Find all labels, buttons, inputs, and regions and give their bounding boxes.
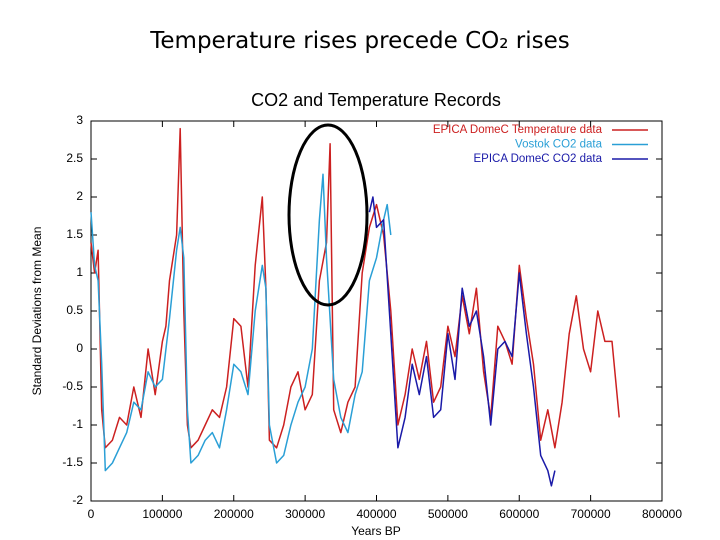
x-tick-label: 500000 xyxy=(428,507,468,521)
data-line xyxy=(368,196,556,487)
y-tick-label: 2 xyxy=(76,189,83,203)
legend-label: EPICA DomeC Temperature data xyxy=(433,124,603,136)
y-tick-label: 1.5 xyxy=(66,227,83,241)
data-line xyxy=(90,173,392,472)
legend-label: Vostok CO2 data xyxy=(515,139,603,151)
y-tick-label: -2 xyxy=(72,493,83,507)
x-tick-label: 0 xyxy=(88,507,95,521)
x-tick-label: 600000 xyxy=(499,507,539,521)
y-tick-label: 3 xyxy=(76,113,83,127)
x-tick-label: 800000 xyxy=(642,507,682,521)
x-tick-label: 200000 xyxy=(214,507,254,521)
data-line xyxy=(90,127,620,449)
chart-title: CO2 and Temperature Records xyxy=(251,90,501,110)
y-tick-label: 0.5 xyxy=(66,303,83,317)
y-axis-label: Standard Deviations from Mean xyxy=(30,227,44,396)
plot-frame xyxy=(90,120,663,502)
legend-label: EPICA DomeC CO2 data xyxy=(474,153,603,165)
x-axis-label: Years BP xyxy=(351,524,401,538)
x-tick-label: 400000 xyxy=(356,507,396,521)
y-tick-label: 0 xyxy=(76,341,83,355)
y-tick-label: -1.5 xyxy=(62,455,83,469)
y-tick-label: -1 xyxy=(72,417,83,431)
plot-area: -2 -1.5 -1 -0.5 0 0.5 1 1.5 2 2.5 3 0 100000 200000 30… xyxy=(62,113,682,521)
y-tick-label: 1 xyxy=(76,265,83,279)
y-tick-label: -0.5 xyxy=(62,379,83,393)
x-tick-label: 100000 xyxy=(142,507,182,521)
x-tick-label: 700000 xyxy=(571,507,611,521)
slide-title: Temperature rises precede CO₂ rises xyxy=(150,28,570,54)
x-tick-label: 300000 xyxy=(285,507,325,521)
y-tick-label: 2.5 xyxy=(66,151,83,165)
highlight-ellipse xyxy=(287,123,369,307)
